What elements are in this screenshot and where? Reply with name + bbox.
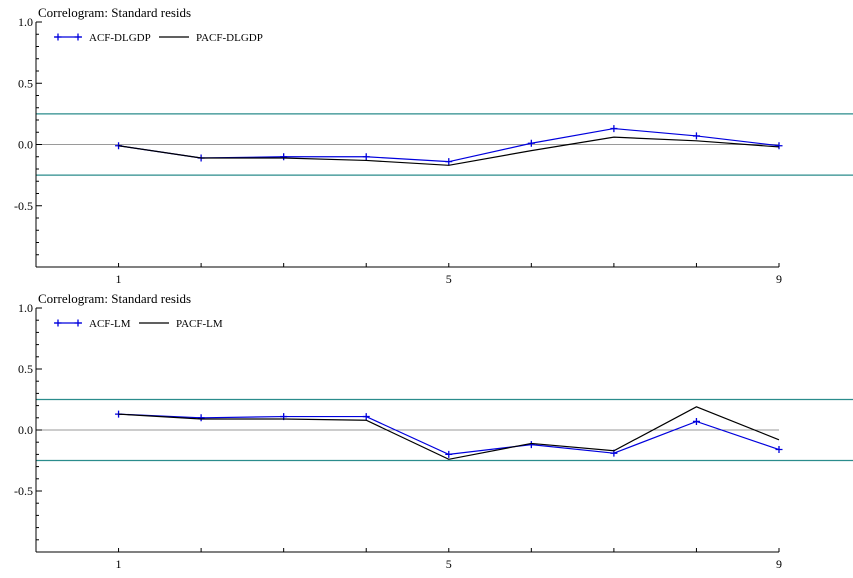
- series-line-acf-lm: [118, 413, 780, 456]
- x-tick-label: 1: [116, 557, 122, 571]
- legend-label-acf: ACF-DLGDP: [89, 32, 151, 44]
- legend-marker: [74, 33, 82, 41]
- data-point-marker: [445, 450, 453, 458]
- x-tick-label: 1: [116, 272, 122, 286]
- data-point-marker: [775, 142, 783, 150]
- chart-title: Correlogram: Standard resids: [38, 5, 191, 20]
- legend-marker: [74, 319, 82, 327]
- y-tick-label: 0.5: [18, 362, 33, 376]
- legend-label-acf: ACF-LM: [89, 318, 131, 330]
- x-tick-label: 9: [776, 557, 782, 571]
- y-tick-label: -0.5: [14, 484, 33, 498]
- data-point-marker: [197, 414, 205, 422]
- data-point-marker: [527, 441, 535, 449]
- legend-label-pacf: PACF-LM: [176, 318, 223, 330]
- data-point-marker: [610, 125, 618, 133]
- data-point-marker: [445, 158, 453, 166]
- series-line-acf-dlgdp: [118, 127, 780, 163]
- y-tick-label: -0.5: [14, 199, 33, 213]
- data-point-marker: [527, 139, 535, 147]
- chart-title: Correlogram: Standard resids: [38, 291, 191, 306]
- series-line-pacf-dlgdp: [118, 136, 780, 166]
- data-point-marker: [775, 446, 783, 454]
- y-tick-label: 0.0: [18, 423, 33, 437]
- series-line-pacf-lm: [118, 406, 780, 460]
- legend-marker: [54, 319, 62, 327]
- y-tick-label: 0.5: [18, 76, 33, 90]
- x-tick-label: 5: [446, 557, 452, 571]
- data-point-marker: [362, 413, 370, 421]
- y-tick-label: 1.0: [18, 15, 33, 29]
- data-point-marker: [362, 153, 370, 161]
- x-tick-label: 9: [776, 272, 782, 286]
- y-tick-label: 1.0: [18, 301, 33, 315]
- x-tick-label: 5: [446, 272, 452, 286]
- legend-label-pacf: PACF-DLGDP: [196, 32, 263, 44]
- y-tick-label: 0.0: [18, 138, 33, 152]
- legend-marker: [54, 33, 62, 41]
- data-point-marker: [280, 153, 288, 161]
- data-point-marker: [692, 417, 700, 425]
- data-point-marker: [692, 132, 700, 140]
